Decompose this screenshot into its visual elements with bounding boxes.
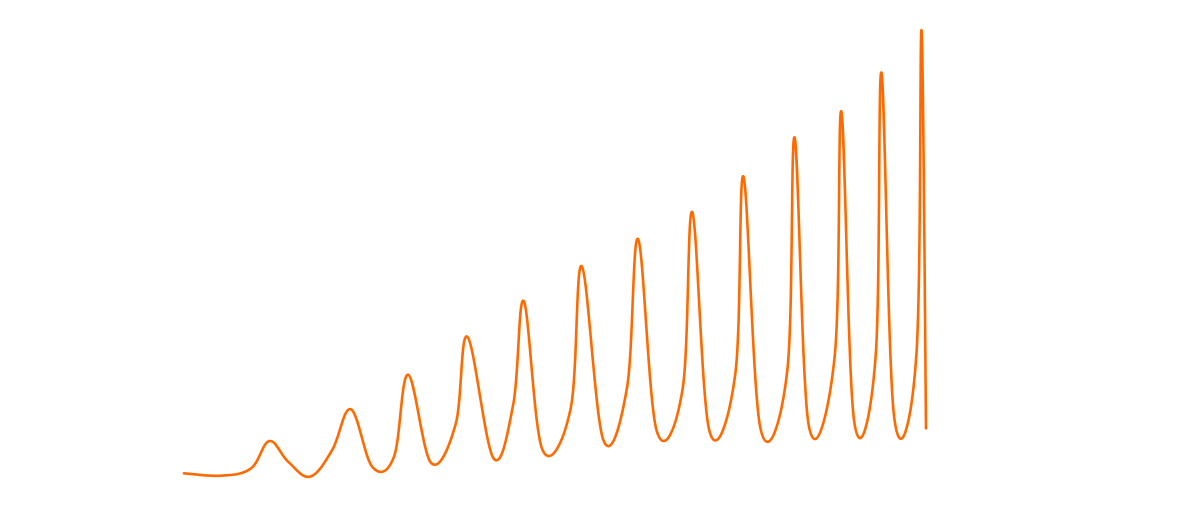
- plot-area: [182, 29, 928, 479]
- series-line-0: [182, 29, 928, 479]
